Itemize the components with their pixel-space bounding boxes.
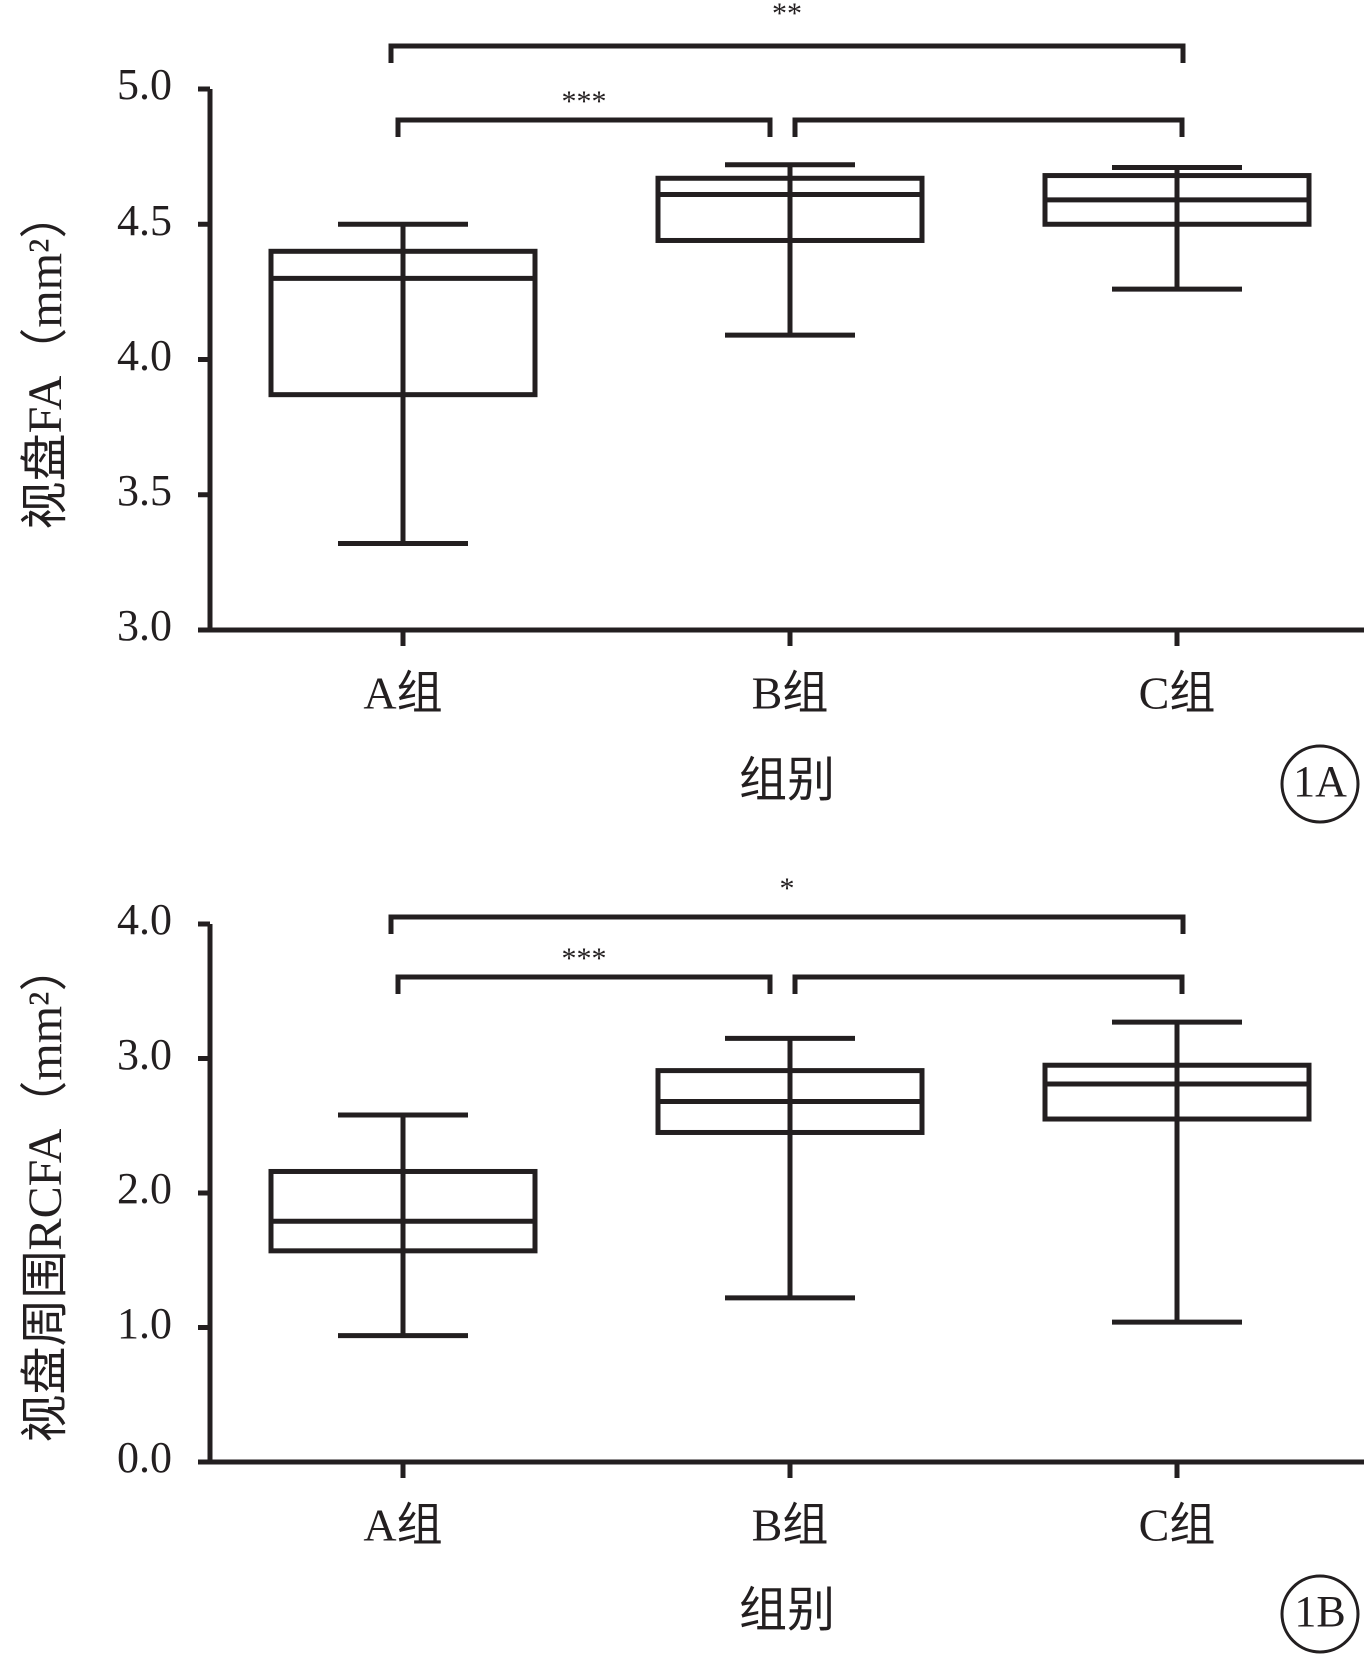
y-tick-label: 2.0 xyxy=(117,1164,172,1213)
significance-bracket xyxy=(395,974,773,994)
x-tick-label: B组 xyxy=(752,1500,829,1551)
y-axis-title: 视盘FA（mm²） xyxy=(19,191,72,530)
significance-bracket xyxy=(388,914,1186,934)
y-axis-title: 视盘周围RCFA（mm²） xyxy=(19,944,72,1443)
x-tick-label: C组 xyxy=(1139,1500,1216,1551)
x-axis-title: 组别 xyxy=(739,754,835,807)
y-tick-label: 3.5 xyxy=(117,466,172,515)
significance-bracket xyxy=(395,117,773,137)
y-tick-label: 4.0 xyxy=(117,331,172,380)
y-tick-label: 3.0 xyxy=(117,1030,172,1079)
significance-label: * xyxy=(780,872,795,905)
significance-label: *** xyxy=(562,942,607,975)
significance-label: ** xyxy=(772,0,802,30)
chart-panel-1a: ***** 3.0 3.5 4.0 4.5 5.0 A组 B组 C组 组别 视盘… xyxy=(19,0,1364,824)
y-tick-label: 3.0 xyxy=(117,601,172,650)
y-tick-label: 0.0 xyxy=(117,1433,172,1482)
box-iqr xyxy=(655,175,925,243)
x-tick-label: C组 xyxy=(1139,668,1216,719)
box-iqr xyxy=(1042,1062,1312,1122)
y-tick-label: 4.5 xyxy=(117,196,172,245)
x-axis-title: 组别 xyxy=(739,1584,835,1637)
panel-label-text: 1B xyxy=(1294,1587,1345,1636)
box-iqr xyxy=(268,1168,538,1254)
y-tick-label: 5.0 xyxy=(117,60,172,109)
y-tick-label: 4.0 xyxy=(117,895,172,944)
y-tick-label: 1.0 xyxy=(117,1299,172,1348)
chart-panel-1b: **** 0.0 1.0 2.0 3.0 4.0 A组 B组 C组 组别 视盘周… xyxy=(19,872,1364,1654)
x-tick-label: A组 xyxy=(363,1500,442,1551)
panel-label-1b: 1B xyxy=(1280,1574,1360,1654)
significance-bracket xyxy=(792,974,1185,994)
x-tick-label: B组 xyxy=(752,668,829,719)
x-tick-label: A组 xyxy=(363,668,442,719)
box-iqr xyxy=(268,248,538,398)
panel-label-text: 1A xyxy=(1293,757,1347,806)
significance-bracket xyxy=(792,117,1185,137)
significance-bracket xyxy=(388,43,1186,63)
panel-label-1a: 1A xyxy=(1280,744,1360,824)
significance-label: *** xyxy=(562,85,607,118)
